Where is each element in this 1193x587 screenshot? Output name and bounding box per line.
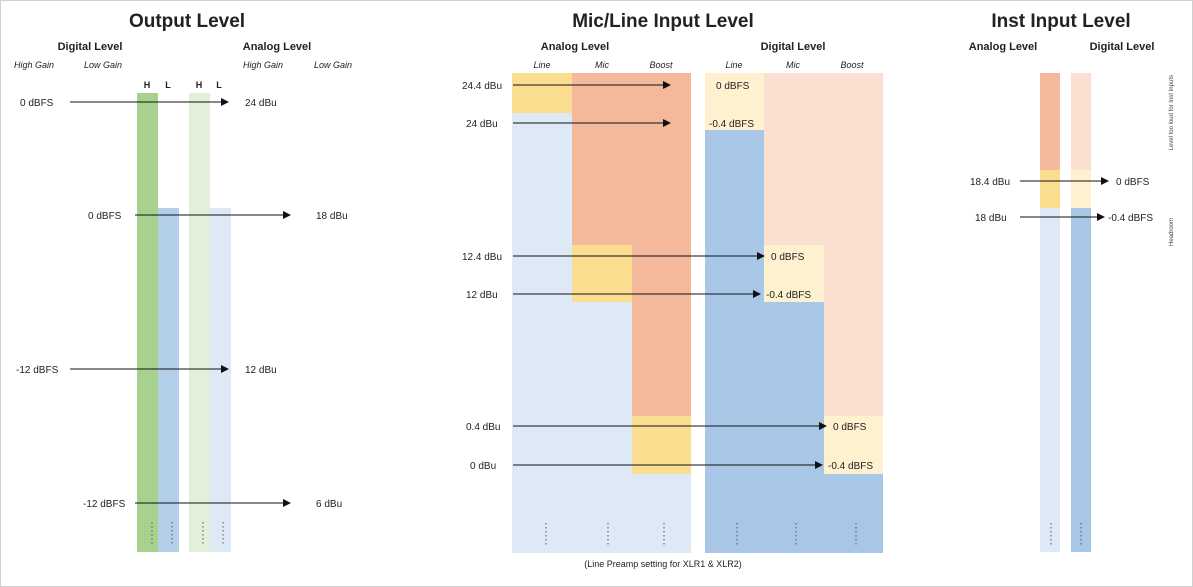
inst-analog-level-2: 18 dBu	[975, 213, 1007, 224]
inst-analog-level-1: 18.4 dBu	[970, 177, 1010, 188]
bar-label-l2: L	[216, 80, 222, 90]
output-analog-high-bar	[189, 93, 210, 552]
inst-digital-level-1: 0 dBFS	[1116, 177, 1150, 188]
output-analog-level-4: 6 dBu	[316, 499, 342, 510]
output-digital-high-gain: High Gain	[14, 60, 54, 70]
inst-digital-level-2: -0.4 dBFS	[1108, 213, 1153, 224]
micline-analog-level-6: 0 dBu	[470, 461, 496, 472]
micline-digital-level-4: -0.4 dBFS	[766, 290, 811, 301]
output-level-section: Output Level Digital Level Analog Level …	[14, 11, 352, 552]
inst-side-note-top: Level too loud for Inst Inputs	[1169, 75, 1175, 150]
micline-analog-col-line: Line	[533, 60, 550, 70]
micline-digital-level-6: -0.4 dBFS	[828, 461, 873, 472]
micline-digital-heading: Digital Level	[761, 41, 826, 53]
inst-digital-heading: Digital Level	[1090, 41, 1155, 53]
output-analog-level-1: 24 dBu	[245, 98, 277, 109]
micline-digital-level-1: 0 dBFS	[716, 81, 750, 92]
micline-digital-col-boost: Boost	[840, 60, 864, 70]
output-analog-heading: Analog Level	[243, 41, 311, 53]
micline-footnote: (Line Preamp setting for XLR1 & XLR2)	[584, 559, 742, 569]
output-analog-level-3: 12 dBu	[245, 365, 277, 376]
inst-section: Inst Input Level Analog Level Digital Le…	[969, 11, 1175, 552]
inst-title: Inst Input Level	[991, 11, 1130, 32]
micline-analog-level-4: 12 dBu	[466, 290, 498, 301]
micline-section: Mic/Line Input Level Analog Level Digita…	[462, 11, 883, 569]
micline-digital-block	[705, 73, 883, 553]
bar-label-h1: H	[144, 80, 151, 90]
inst-analog-bar	[1040, 73, 1060, 552]
bar-label-h2: H	[196, 80, 203, 90]
output-analog-level-2: 18 dBu	[316, 211, 348, 222]
inst-digital-bar	[1071, 73, 1091, 552]
micline-title: Mic/Line Input Level	[572, 11, 754, 32]
bar-label-l1: L	[165, 80, 171, 90]
output-digital-heading: Digital Level	[58, 41, 123, 53]
micline-digital-level-2: -0.4 dBFS	[709, 119, 754, 130]
micline-analog-col-mic: Mic	[595, 60, 609, 70]
output-title: Output Level	[129, 11, 245, 32]
micline-analog-col-boost: Boost	[649, 60, 673, 70]
micline-digital-level-3: 0 dBFS	[771, 252, 805, 263]
micline-analog-heading: Analog Level	[541, 41, 609, 53]
output-digital-low-bar	[158, 208, 179, 552]
output-digital-level-2: 0 dBFS	[88, 211, 122, 222]
output-analog-high-gain: High Gain	[243, 60, 283, 70]
output-digital-level-3: -12 dBFS	[16, 365, 59, 376]
micline-analog-level-1: 24.4 dBu	[462, 81, 502, 92]
micline-analog-level-2: 24 dBu	[466, 119, 498, 130]
micline-digital-level-5: 0 dBFS	[833, 422, 867, 433]
output-digital-high-bar	[137, 93, 158, 552]
output-digital-level-4: -12 dBFS	[83, 499, 126, 510]
inst-side-note-bottom: Headroom	[1169, 218, 1175, 246]
output-digital-level-1: 0 dBFS	[20, 98, 54, 109]
output-analog-low-bar	[210, 208, 231, 552]
micline-digital-col-mic: Mic	[786, 60, 800, 70]
micline-digital-col-line: Line	[725, 60, 742, 70]
inst-analog-heading: Analog Level	[969, 41, 1037, 53]
micline-analog-level-3: 12.4 dBu	[462, 252, 502, 263]
output-digital-low-gain: Low Gain	[84, 60, 122, 70]
micline-analog-block	[512, 73, 691, 553]
micline-analog-level-5: 0.4 dBu	[466, 422, 500, 433]
output-analog-low-gain: Low Gain	[314, 60, 352, 70]
